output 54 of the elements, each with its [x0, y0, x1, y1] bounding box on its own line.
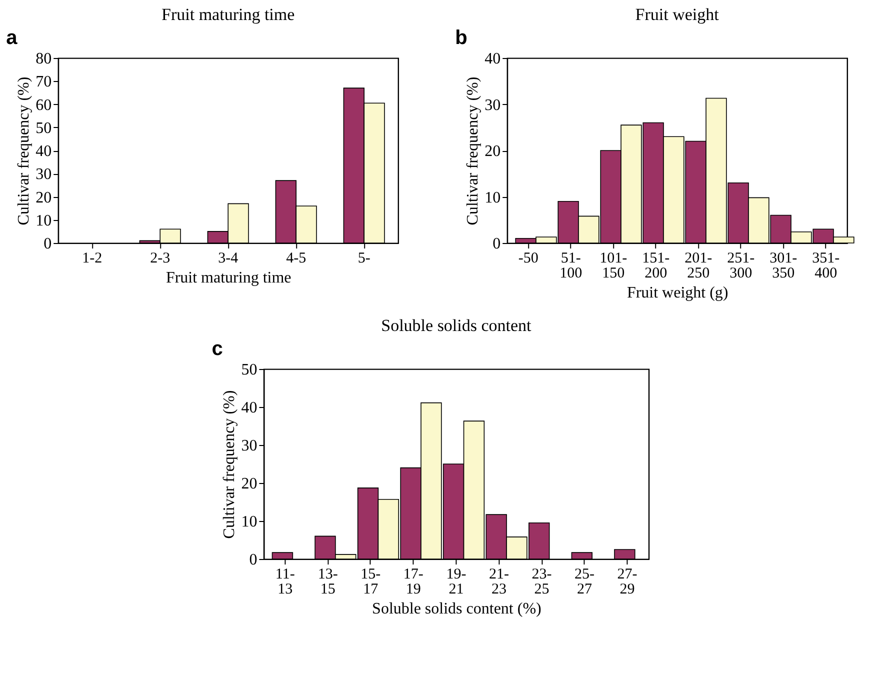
y-tick-label: 50: [241, 362, 258, 378]
x-tick-label: 27- 29: [617, 566, 638, 598]
x-axis-title: Soluble solids content (%): [372, 600, 542, 618]
x-tick-label: -50: [518, 250, 538, 266]
x-tick-label: 301- 350: [770, 250, 798, 282]
y-tick-label: 20: [484, 143, 501, 160]
x-tick-label: 151- 200: [642, 250, 670, 282]
x-tick-label: 4-5: [286, 250, 306, 266]
chart-title: Fruit weight: [635, 5, 720, 24]
x-tick-label: 19- 21: [446, 566, 466, 598]
y-tick-label: 30: [484, 96, 501, 114]
x-tick-label: 21- 23: [488, 566, 509, 598]
text: b: [455, 27, 468, 49]
x-tick-label: 51- 100: [560, 250, 582, 282]
y-axis-title: Cultivar frequency (%): [16, 76, 33, 226]
y-tick-label: 10: [241, 514, 258, 530]
x-tick-label: 3-4: [218, 250, 239, 266]
y-tick-label: 30: [241, 438, 258, 454]
x-axis-title: Fruit maturing time: [166, 270, 292, 286]
text: c: [212, 338, 223, 360]
text: a: [6, 27, 18, 49]
y-tick-label: 70: [36, 74, 52, 91]
y-tick-label: 0: [44, 236, 52, 252]
y-tick-label: 0: [492, 236, 501, 252]
chart-title: Soluble solids content: [381, 316, 532, 335]
y-tick-label: 40: [241, 400, 258, 416]
x-tick-label: 15- 17: [360, 566, 381, 598]
x-tick-label: 23- 25: [532, 566, 552, 598]
x-tick-label: 201- 250: [684, 250, 712, 282]
y-axis-title: Cultivar frequency (%): [221, 390, 238, 539]
x-axis-title: Fruit weight (g): [626, 284, 728, 302]
x-tick-label: 5-: [358, 250, 370, 266]
y-tick-label: 10: [36, 212, 52, 230]
y-tick-label: 40: [36, 143, 52, 160]
x-tick-label: 351- 400: [812, 250, 840, 282]
y-tick-label: 60: [36, 96, 52, 114]
chart-title: Fruit maturing time: [162, 5, 295, 24]
x-tick-label: 101- 150: [600, 250, 628, 282]
x-tick-label: 17- 19: [403, 566, 424, 598]
x-tick-label: 1-2: [82, 250, 102, 266]
y-tick-label: 20: [36, 189, 52, 206]
x-tick-label: 2-3: [150, 250, 170, 266]
y-tick-label: 10: [484, 189, 501, 206]
x-tick-label: 25- 27: [574, 566, 595, 598]
y-tick-label: 80: [36, 50, 52, 68]
y-axis-title: Cultivar frequency (%): [464, 76, 482, 226]
y-tick-label: 40: [484, 50, 501, 68]
x-tick-label: 11- 13: [275, 566, 295, 598]
y-tick-label: 20: [241, 476, 258, 492]
y-tick-label: 30: [36, 166, 52, 184]
x-tick-label: 13- 15: [318, 566, 338, 598]
x-tick-label: 251- 300: [727, 250, 755, 282]
y-tick-label: 50: [36, 120, 52, 137]
y-tick-label: 0: [249, 552, 258, 568]
